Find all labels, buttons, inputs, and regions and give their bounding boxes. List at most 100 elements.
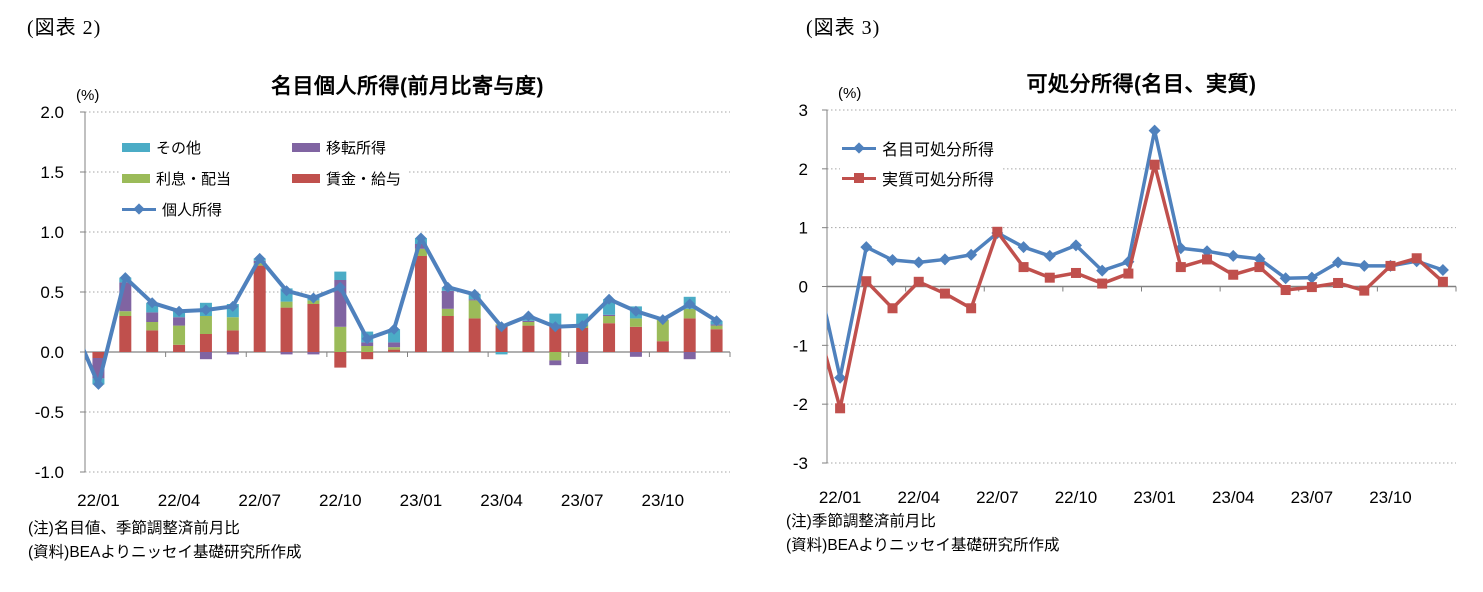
- legend-item-real-disposable-income: 実質可処分所得: [842, 163, 994, 193]
- other-swatch: [122, 143, 150, 152]
- marker-diamond-personal-income: [307, 292, 319, 304]
- legend-label-nominal-disposable-income: 名目可処分所得: [882, 142, 995, 159]
- nominal-disposable-line-marker-icon: [842, 141, 876, 154]
- marker-square-real-disposable-income: [1044, 272, 1055, 283]
- figure3-x-tick-label: 23/01: [1133, 488, 1176, 507]
- marker-square-real-disposable-income: [1385, 260, 1396, 271]
- bar-segment-wage-salary: [280, 307, 293, 352]
- bar-segment-transfer-income: [629, 352, 642, 357]
- marker-square-real-disposable-income: [1333, 277, 1344, 288]
- bar-segment-transfer-income: [414, 244, 427, 249]
- marker-diamond-personal-income: [334, 281, 346, 293]
- bar-segment-wage-salary: [522, 325, 535, 352]
- figure2-y-tick-label: 2.0: [40, 103, 64, 122]
- bar-segment-interest-dividend: [603, 316, 616, 324]
- marker-diamond-personal-income: [630, 305, 642, 317]
- figure2-gridlines: [80, 111, 730, 473]
- bar-segment-wage-salary: [388, 349, 401, 352]
- bar-segment-interest-dividend: [119, 311, 132, 316]
- marker-diamond-personal-income: [361, 333, 373, 345]
- marker-square-real-disposable-income: [1018, 262, 1029, 273]
- bar-segment-interest-dividend: [388, 347, 401, 350]
- bar-segment-other: [549, 313, 562, 326]
- legend-item-wage-salary: 賃金・給与: [292, 163, 401, 194]
- marker-diamond-nominal-disposable-income: [965, 248, 978, 261]
- bar-segment-transfer-income: [173, 317, 186, 326]
- marker-diamond-personal-income: [388, 323, 400, 335]
- figure3-x-tick-label: 23/07: [1291, 488, 1334, 507]
- bar-segment-transfer-income: [388, 342, 401, 348]
- marker-diamond-personal-income: [442, 281, 454, 293]
- marker-square-real-disposable-income: [887, 303, 898, 314]
- marker-diamond-nominal-disposable-income: [1358, 259, 1371, 272]
- marker-diamond-personal-income: [576, 320, 588, 332]
- figure3-legend: 名目可処分所得 実質可処分所得: [840, 131, 1003, 195]
- marker-square-real-disposable-income: [861, 276, 872, 287]
- marker-diamond-nominal-disposable-income: [1436, 264, 1449, 277]
- bar-segment-wage-salary: [495, 325, 508, 352]
- figure2-y-tick-label: 1.0: [40, 223, 64, 242]
- marker-diamond-personal-income: [92, 378, 104, 390]
- figure3-label: (図表 3): [806, 17, 881, 39]
- bar-segment-wage-salary: [683, 318, 696, 352]
- bar-segment-wage-salary: [361, 352, 374, 360]
- legend-item-interest-dividend: 利息・配当: [122, 163, 292, 194]
- bar-segment-wage-salary: [226, 330, 239, 352]
- marker-diamond-personal-income: [254, 252, 266, 264]
- bar-segment-transfer-income: [549, 360, 562, 366]
- bar-segment-interest-dividend: [253, 263, 266, 266]
- marker-diamond-nominal-disposable-income: [1201, 245, 1214, 258]
- legend-label-personal-income: 個人所得: [162, 202, 223, 219]
- figure2-unit-label: (%): [76, 87, 100, 104]
- figure3-title: 可処分所得(名目、実質): [1026, 73, 1257, 96]
- figure2-plot: 2.0 1.5 1.0 0.5 0.0 -0.5 -1.0 22/01 22/04 22/07 22…: [35, 103, 731, 510]
- figure3-x-tick-label: 22/04: [897, 488, 940, 507]
- marker-diamond-personal-income: [119, 272, 131, 284]
- bar-segment-wage-salary: [92, 352, 105, 358]
- marker-diamond-personal-income: [415, 232, 427, 244]
- marker-diamond-personal-income: [657, 314, 669, 326]
- marker-diamond-nominal-disposable-income: [1017, 241, 1030, 254]
- bar-segment-interest-dividend: [522, 322, 535, 326]
- bar-segment-wage-salary: [119, 316, 132, 352]
- figure2-y-tick-label: 0.0: [40, 343, 64, 362]
- bar-segment-wage-salary: [656, 341, 669, 352]
- legend-label-real-disposable-income: 実質可処分所得: [882, 172, 995, 189]
- marker-diamond-nominal-disposable-income: [1148, 124, 1161, 137]
- bar-segment-transfer-income: [280, 352, 293, 355]
- figure3-plot: 3 2 1 0 -1 -2 -3 22/01 22/04 22/07 22/10 23/01 23/04…: [793, 101, 1457, 507]
- marker-diamond-nominal-disposable-income: [1305, 271, 1318, 284]
- figure3-y-tick-label: 3: [799, 101, 808, 120]
- bar-segment-interest-dividend: [656, 319, 669, 342]
- figure2-bars: [92, 238, 723, 385]
- figure3-y-tick-label: 2: [799, 160, 808, 179]
- marker-diamond-personal-income: [496, 321, 508, 333]
- figure2-source: (資料)BEAよりニッセイ基礎研究所作成: [28, 544, 302, 561]
- bar-segment-interest-dividend: [361, 346, 374, 352]
- bar-segment-transfer-income: [199, 352, 212, 360]
- figure2-title: 名目個人所得(前月比寄与度): [271, 75, 544, 98]
- bar-segment-wage-salary: [307, 304, 320, 352]
- bar-segment-wage-salary: [334, 352, 347, 368]
- bar-segment-transfer-income: [683, 352, 696, 360]
- bar-segment-other: [495, 352, 508, 355]
- legend-label-wage-salary: 賃金・給与: [326, 171, 402, 188]
- figure3-unit-label: (%): [838, 85, 862, 102]
- bar-segment-wage-salary: [199, 334, 212, 352]
- legend-label-transfer-income: 移転所得: [326, 140, 387, 157]
- bar-segment-interest-dividend: [441, 308, 454, 316]
- legend-item-nominal-disposable-income: 名目可処分所得: [842, 133, 994, 163]
- figure2-label: (図表 2): [27, 17, 102, 39]
- figure3-y-tick-label: -1: [793, 336, 808, 355]
- figure2-note: (注)名目値、季節調整済前月比: [28, 520, 240, 537]
- bar-segment-interest-dividend: [146, 322, 159, 331]
- marker-square-real-disposable-income: [1280, 285, 1291, 296]
- bar-segment-transfer-income: [576, 352, 589, 364]
- legend-item-other: その他: [122, 132, 292, 163]
- figure3-x-tick-label: 23/04: [1212, 488, 1255, 507]
- marker-diamond-personal-income: [522, 310, 534, 322]
- bar-segment-transfer-income: [226, 352, 239, 355]
- bar-segment-interest-dividend: [710, 325, 723, 330]
- marker-square-real-disposable-income: [1306, 282, 1317, 293]
